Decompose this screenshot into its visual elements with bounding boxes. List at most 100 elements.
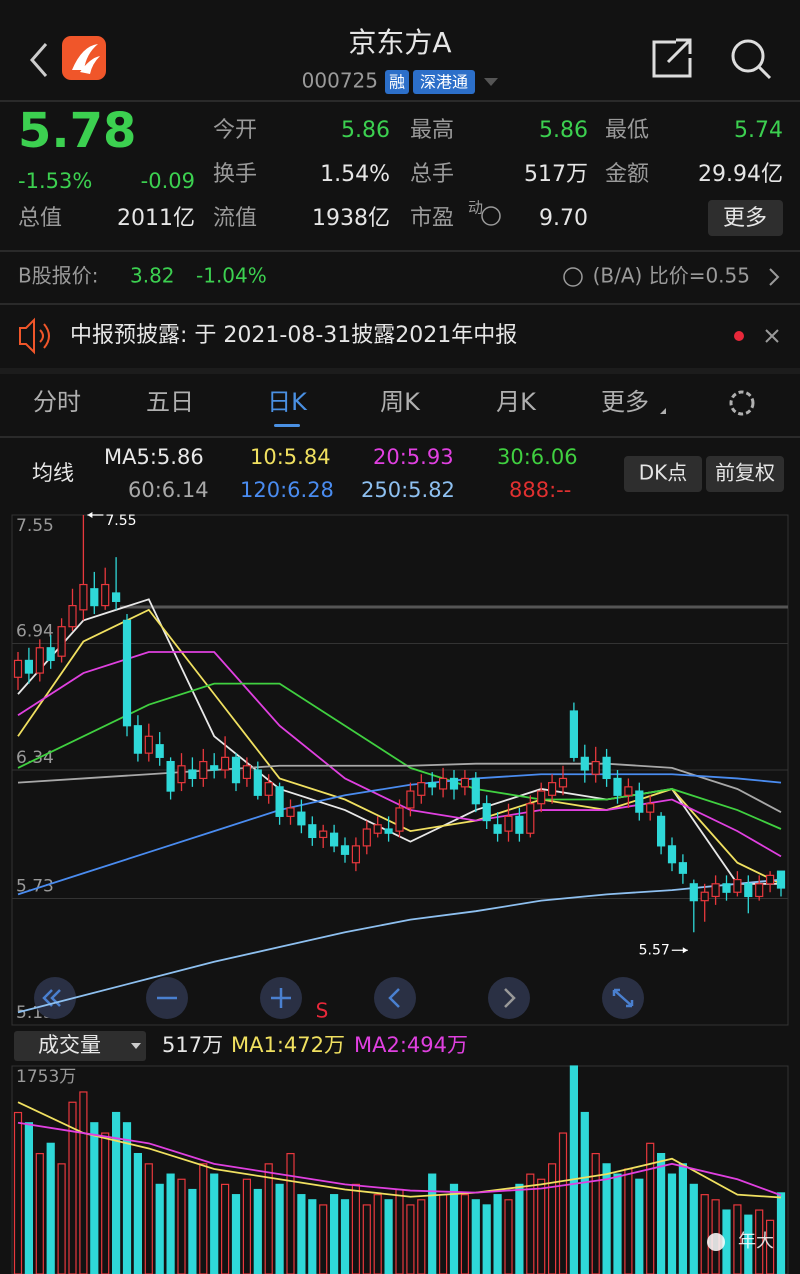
search-button[interactable] xyxy=(731,39,765,73)
candle-body xyxy=(547,782,557,796)
close-button[interactable] xyxy=(765,329,779,343)
selector-bg[interactable] xyxy=(14,1031,146,1061)
volume-bar xyxy=(515,1183,524,1274)
selector-arrow xyxy=(131,1043,141,1049)
volume-bar xyxy=(308,1199,317,1274)
control-icon xyxy=(271,988,291,1008)
control-icon xyxy=(504,988,516,1008)
volume-ma1: MA1:472万 xyxy=(231,1033,345,1057)
watermark-icon xyxy=(707,1233,725,1251)
tab[interactable]: 分时 xyxy=(33,388,81,416)
volume-bar xyxy=(155,1183,164,1274)
volume-bar xyxy=(264,1163,273,1274)
volume-bar xyxy=(547,1163,557,1274)
tab-underline xyxy=(274,424,300,427)
more-button[interactable]: 更多 xyxy=(723,206,767,231)
more-arrow xyxy=(660,408,666,414)
candle-body xyxy=(122,619,132,727)
candle-body xyxy=(678,862,688,874)
volume-bar xyxy=(733,1204,742,1274)
stat-value: 5.86 xyxy=(341,118,390,143)
volume-selector[interactable]: 成交量 xyxy=(38,1033,101,1057)
y-tick-label: 7.55 xyxy=(16,516,54,536)
legend-button-bg[interactable] xyxy=(624,456,702,492)
volume-bar xyxy=(635,1178,644,1274)
y-tick-label: 1753万 xyxy=(16,1067,76,1087)
volume-ma2: MA2:494万 xyxy=(354,1033,468,1057)
chart-control[interactable] xyxy=(374,977,416,1019)
candle-body xyxy=(613,777,622,796)
tab[interactable]: 日K xyxy=(267,388,308,416)
volume-bar xyxy=(449,1183,459,1274)
volume-bar xyxy=(253,1188,262,1274)
back-button[interactable] xyxy=(30,43,48,77)
candle-body xyxy=(667,845,677,864)
candle-body xyxy=(90,588,99,607)
volume-bar xyxy=(700,1194,709,1274)
logo-mark xyxy=(72,44,100,74)
volume-bar xyxy=(210,1173,219,1274)
candle-body xyxy=(428,782,437,788)
tab[interactable]: 五日 xyxy=(146,388,194,416)
y-tick-label: 6.34 xyxy=(16,748,54,768)
candle-body xyxy=(624,786,633,796)
candle-body xyxy=(537,790,546,805)
candle-body xyxy=(395,807,404,832)
ma-legend-item: 888:-- xyxy=(509,478,571,502)
volume-bar xyxy=(24,1122,33,1274)
stat-value: 1.54% xyxy=(320,162,390,187)
section-gap xyxy=(0,368,800,374)
candle-body xyxy=(722,883,731,893)
candle-body xyxy=(133,725,142,754)
arrow-head xyxy=(87,512,93,518)
volume-bar xyxy=(351,1183,360,1274)
stat-value: 517万 xyxy=(524,162,588,187)
candle-body xyxy=(711,883,720,898)
settings-button[interactable] xyxy=(729,390,755,416)
candle-body xyxy=(101,583,110,607)
notice-text: 中报预披露: 于 2021-08-31披露2021年中报 xyxy=(70,323,517,348)
tab[interactable]: 月K xyxy=(496,388,537,416)
legend-button-bg[interactable] xyxy=(706,456,784,492)
help-icon xyxy=(563,267,583,287)
chart-control[interactable] xyxy=(34,977,76,1019)
stat-label: 金额 xyxy=(605,162,649,187)
candle-body xyxy=(384,828,393,834)
candle-body xyxy=(253,769,262,796)
candle-body xyxy=(755,883,764,898)
legend-button[interactable]: DK点 xyxy=(639,461,688,485)
candle-body xyxy=(166,760,175,792)
volume-bar xyxy=(667,1173,677,1274)
candle-body xyxy=(264,782,273,796)
ma-legend-item: 60:6.14 xyxy=(128,478,209,502)
tab[interactable]: 更多 xyxy=(601,388,649,416)
volume-bar xyxy=(330,1194,339,1274)
candle-body xyxy=(242,765,251,780)
candle-body xyxy=(13,659,23,678)
control-icon xyxy=(42,989,61,1007)
tab[interactable]: 周K xyxy=(380,388,421,416)
candle-body xyxy=(286,807,295,817)
volume-bar xyxy=(395,1188,404,1274)
volume-bar xyxy=(656,1152,666,1274)
more-button-bg[interactable] xyxy=(708,200,783,236)
volume-bar xyxy=(46,1142,55,1274)
volume-bar xyxy=(340,1199,350,1274)
control-icon xyxy=(612,988,634,1008)
volume-value: 517万 xyxy=(162,1033,223,1057)
ma-line xyxy=(17,682,782,830)
chevron[interactable] xyxy=(769,268,780,286)
volume-bar xyxy=(569,1065,579,1274)
share-button[interactable] xyxy=(652,38,692,78)
volume-bar xyxy=(177,1178,186,1274)
candle-body xyxy=(439,777,448,790)
candle-body xyxy=(526,803,535,834)
volume-bar xyxy=(776,1192,786,1274)
chart-control[interactable] xyxy=(488,977,530,1019)
stat-label: 总值 xyxy=(18,206,62,231)
legend-button[interactable]: 前复权 xyxy=(715,461,775,485)
candle-body xyxy=(144,735,153,754)
stat-value: 5.74 xyxy=(734,118,783,143)
stat-value: 5.86 xyxy=(539,118,588,143)
